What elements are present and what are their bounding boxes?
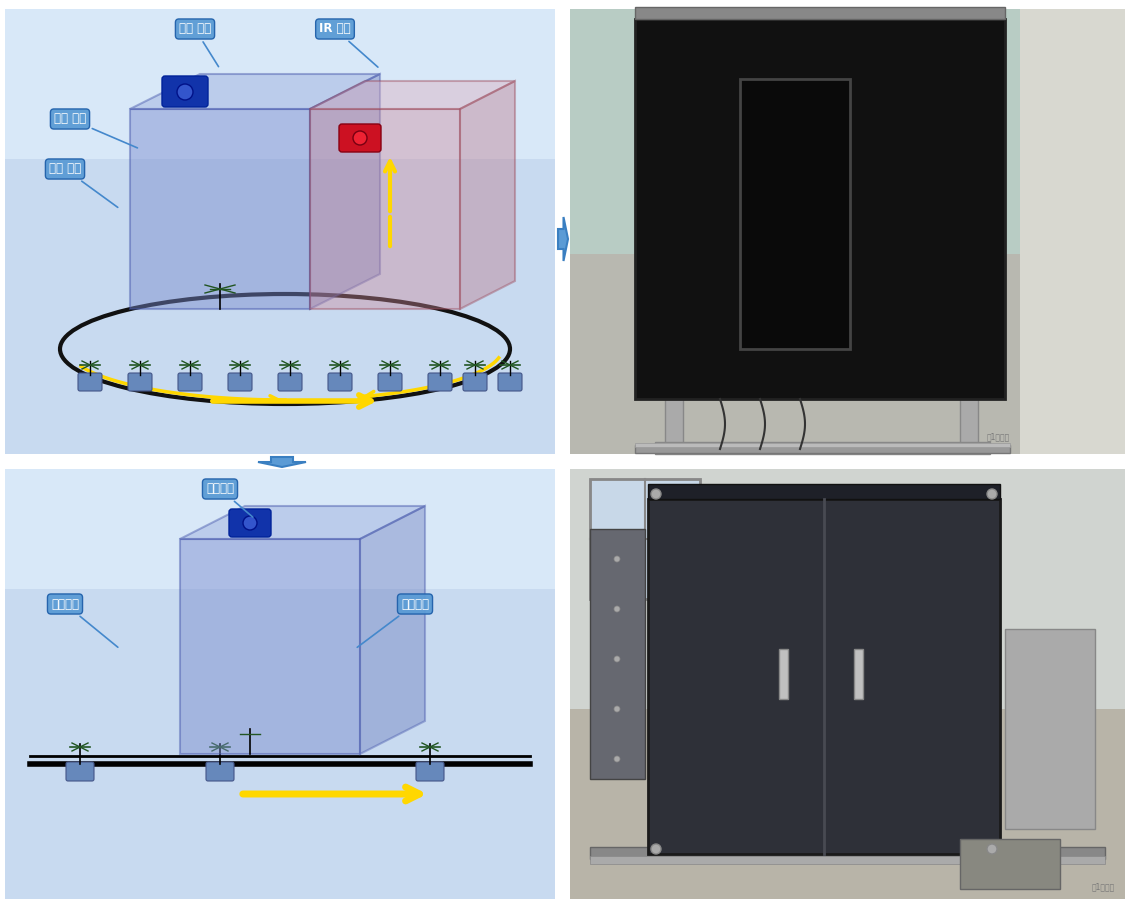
- Bar: [590, 847, 1105, 859]
- Bar: [570, 469, 1125, 709]
- Polygon shape: [180, 539, 360, 754]
- FancyBboxPatch shape: [128, 373, 152, 391]
- Polygon shape: [258, 457, 307, 467]
- Text: 형광측정: 형광측정: [206, 483, 253, 517]
- Polygon shape: [558, 217, 568, 261]
- Bar: [779, 649, 788, 699]
- Circle shape: [651, 489, 661, 499]
- Bar: [570, 254, 1125, 454]
- Bar: [590, 856, 1105, 864]
- FancyBboxPatch shape: [66, 762, 94, 781]
- Bar: [960, 839, 1060, 889]
- Circle shape: [987, 844, 998, 854]
- Bar: [5, 469, 555, 589]
- FancyBboxPatch shape: [498, 373, 523, 391]
- Bar: [1005, 629, 1095, 829]
- Bar: [570, 709, 1125, 899]
- Bar: [634, 443, 1010, 447]
- Polygon shape: [460, 81, 515, 309]
- Bar: [590, 479, 700, 599]
- Circle shape: [614, 556, 620, 562]
- Bar: [570, 9, 1125, 454]
- Bar: [1020, 9, 1125, 454]
- FancyBboxPatch shape: [206, 762, 234, 781]
- Bar: [655, 442, 990, 454]
- Circle shape: [614, 706, 620, 712]
- Bar: [740, 79, 851, 349]
- FancyBboxPatch shape: [463, 373, 487, 391]
- FancyBboxPatch shape: [428, 373, 452, 391]
- FancyBboxPatch shape: [78, 373, 102, 391]
- Bar: [590, 529, 645, 779]
- Text: 자동개폐: 자동개폐: [357, 597, 429, 647]
- FancyBboxPatch shape: [416, 762, 444, 781]
- Text: IR 측정: IR 측정: [319, 23, 378, 67]
- Text: 시료 측정: 시료 측정: [54, 113, 138, 148]
- Text: 시료이송: 시료이송: [51, 597, 118, 647]
- Bar: [665, 389, 683, 449]
- FancyBboxPatch shape: [378, 373, 402, 391]
- FancyBboxPatch shape: [162, 76, 208, 107]
- Bar: [854, 649, 863, 699]
- Bar: [5, 9, 555, 159]
- Polygon shape: [360, 506, 425, 754]
- Text: 제1도특허: 제1도특허: [1091, 882, 1115, 891]
- Bar: [634, 445, 1010, 453]
- Text: 형광 측정: 형광 측정: [179, 23, 218, 66]
- Circle shape: [353, 131, 366, 145]
- Circle shape: [614, 756, 620, 762]
- Polygon shape: [310, 81, 515, 109]
- Bar: [590, 479, 700, 599]
- Circle shape: [243, 516, 257, 530]
- Polygon shape: [310, 109, 460, 309]
- Polygon shape: [310, 74, 380, 309]
- Polygon shape: [130, 109, 310, 309]
- FancyBboxPatch shape: [178, 373, 202, 391]
- FancyBboxPatch shape: [228, 373, 252, 391]
- FancyBboxPatch shape: [328, 373, 352, 391]
- Bar: [648, 499, 1000, 854]
- Bar: [570, 9, 1125, 289]
- Circle shape: [987, 489, 998, 499]
- FancyBboxPatch shape: [278, 373, 302, 391]
- Circle shape: [176, 84, 193, 100]
- Bar: [5, 469, 555, 899]
- Circle shape: [651, 844, 661, 854]
- Bar: [570, 469, 1125, 899]
- Bar: [960, 389, 978, 449]
- Bar: [634, 7, 1005, 19]
- Text: 제1도특허: 제1도특허: [986, 432, 1010, 441]
- FancyBboxPatch shape: [228, 509, 271, 537]
- Circle shape: [614, 606, 620, 612]
- Polygon shape: [130, 74, 380, 109]
- Polygon shape: [180, 506, 425, 539]
- Circle shape: [614, 656, 620, 662]
- Bar: [634, 19, 1005, 399]
- Text: 시료 이송: 시료 이송: [49, 163, 118, 207]
- FancyBboxPatch shape: [339, 124, 381, 152]
- Bar: [5, 9, 555, 454]
- Bar: [648, 484, 1000, 499]
